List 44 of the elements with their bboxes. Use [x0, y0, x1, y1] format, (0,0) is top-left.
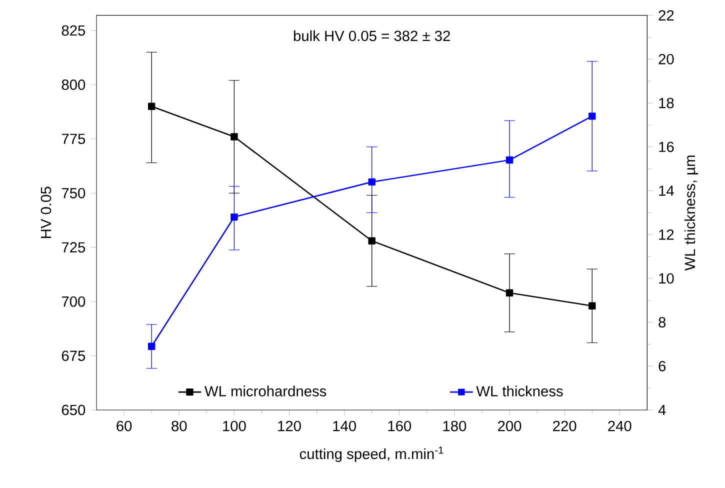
x-tick-label: 180	[443, 420, 466, 432]
point	[588, 302, 596, 310]
x-tick-label: 100	[223, 420, 246, 432]
x-tick-label: 140	[333, 420, 356, 432]
x-axis-title: cutting speed, m.min$^{-1}$	[300, 446, 444, 462]
point	[368, 237, 376, 244]
annotation: bulk HV 0.05 = 382 ± 32	[294, 30, 450, 42]
y-axis-title: HV 0.05	[40, 186, 52, 238]
point	[230, 213, 238, 221]
y2-tick-label: 16	[659, 142, 674, 152]
y-tick-label: 750	[62, 188, 86, 198]
y-tick-label: 775	[62, 134, 86, 144]
x-tick-label: 240	[608, 420, 632, 432]
x-tick-label: 200	[498, 420, 522, 432]
point	[506, 289, 514, 296]
y2-tick-label: 22	[658, 10, 674, 20]
y-tick-label: 675	[62, 350, 86, 361]
point	[506, 156, 514, 164]
point	[588, 112, 596, 120]
y2-axis-title: WL thickness, µm	[684, 156, 698, 271]
y2-tick-label: 14	[659, 186, 674, 196]
y-tick-label: 725	[62, 242, 86, 253]
y-tick-label: 800	[62, 80, 86, 90]
x-tick-label: 160	[388, 420, 412, 432]
x-tick-label: 120	[278, 420, 301, 432]
legend-label: WL microhardness	[204, 386, 326, 396]
y2-tick-label: 20	[658, 54, 674, 64]
y-tick-label: 700	[62, 296, 86, 307]
y-tick-label: 825	[62, 25, 86, 36]
point	[148, 102, 156, 110]
x-tick-label: 60	[116, 420, 132, 432]
legend-label: WL thickness	[476, 386, 563, 396]
point	[368, 178, 376, 186]
y2-tick-label: 18	[659, 98, 674, 108]
y2-tick-label: 6	[658, 360, 666, 372]
y2-tick-label: 4	[658, 404, 666, 416]
x-tick-label: 220	[553, 420, 576, 432]
y2-tick-label: 10	[659, 273, 674, 284]
point	[230, 133, 238, 140]
point	[148, 342, 156, 350]
y2-tick-label: 12	[659, 229, 674, 240]
y-tick-label: 650	[62, 404, 86, 416]
y2-tick-label: 8	[658, 317, 666, 328]
x-tick-label: 80	[172, 420, 187, 432]
